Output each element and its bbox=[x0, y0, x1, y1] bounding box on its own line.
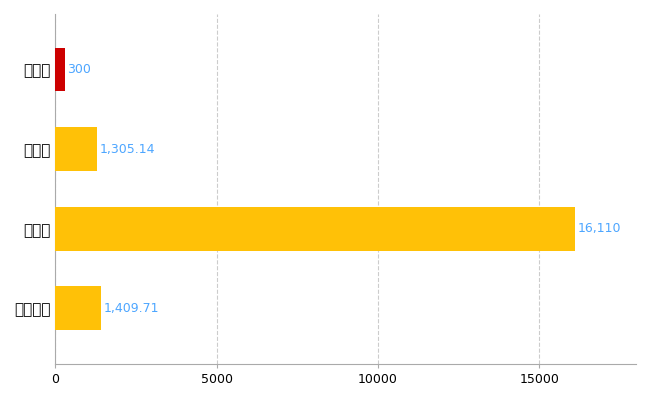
Bar bbox=[55, 286, 101, 330]
Bar bbox=[55, 127, 98, 171]
Text: 300: 300 bbox=[68, 63, 92, 76]
Bar bbox=[55, 48, 65, 92]
Text: 1,409.71: 1,409.71 bbox=[103, 302, 159, 315]
Bar bbox=[55, 207, 575, 251]
Text: 16,110: 16,110 bbox=[578, 222, 621, 235]
Text: 1,305.14: 1,305.14 bbox=[100, 143, 155, 156]
